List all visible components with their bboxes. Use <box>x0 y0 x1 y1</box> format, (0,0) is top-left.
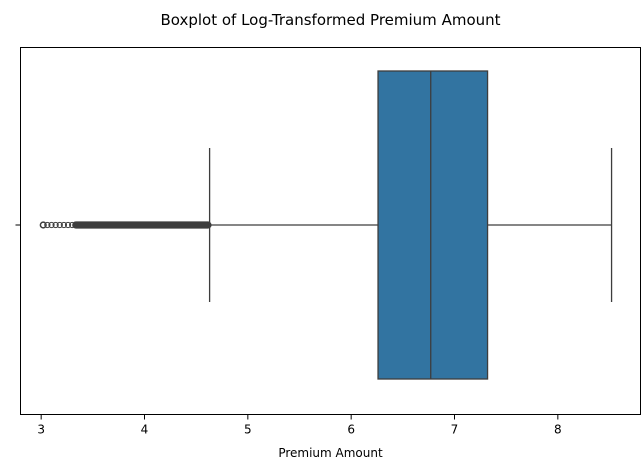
outlier-point <box>48 221 55 229</box>
box-group <box>208 70 613 380</box>
outlier-point <box>56 221 63 229</box>
x-tick-label: 5 <box>244 423 252 437</box>
x-axis-label: Premium Amount <box>278 446 383 460</box>
outlier-point <box>44 221 51 229</box>
x-tick-label: 8 <box>554 423 562 437</box>
axes-frame <box>20 47 641 415</box>
chart-title: Boxplot of Log-Transformed Premium Amoun… <box>160 11 500 29</box>
x-tick-label: 6 <box>347 423 355 437</box>
x-tick-label: 3 <box>37 423 45 437</box>
outlier-point <box>60 221 68 229</box>
outlier-point <box>52 221 59 229</box>
outlier-group <box>39 221 212 229</box>
iqr-box <box>377 70 489 380</box>
outlier-dense-band <box>72 221 212 229</box>
x-axis-ticks: 3 4 5 6 7 8 <box>37 414 562 437</box>
x-tick-label: 7 <box>451 423 459 437</box>
outlier-point <box>64 221 72 229</box>
outlier-point-min <box>39 221 47 229</box>
plot-area <box>20 47 641 415</box>
x-tick-label: 4 <box>141 423 149 437</box>
